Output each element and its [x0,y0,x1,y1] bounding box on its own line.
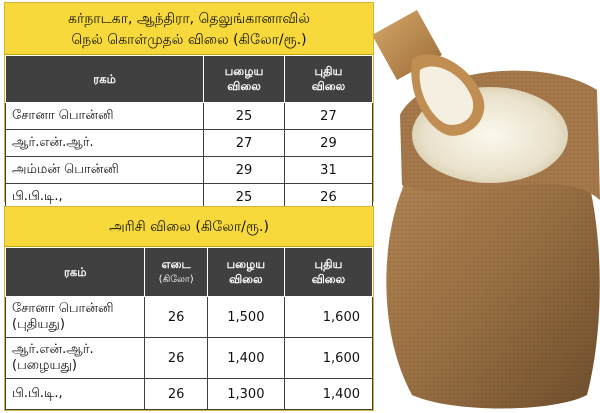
variety-header: ரகம் [4,55,205,103]
old-price-cell: 29 [203,156,285,184]
table-row: பி.பி.டி., 26 1,300 1,400 [4,378,374,410]
new-price-header-l1: புதிய [314,257,343,271]
weight-header: எடை (கிலோ) [144,247,208,297]
table-row: அம்மன் பொன்னி 29 31 [4,156,374,184]
variety-cell: பி.பி.டி., [4,378,146,410]
paddy-price-table: ரகம் பழைய விலை புதிய விலை சோனா பொன்னி 25… [4,55,374,211]
new-price-cell: 1,600 [283,296,374,338]
weight-cell: 26 [144,337,208,379]
table-row: ஆர்.என்.ஆர். (பழையது) 26 1,400 1,600 [4,337,374,379]
old-price-header: பழைய விலை [203,55,285,103]
new-price-header-l2: விலை [311,272,346,286]
new-price-cell: 31 [283,156,374,184]
paddy-header-row: ரகம் பழைய விலை புதிய விலை [4,55,374,103]
old-price-cell: 1,400 [206,337,285,379]
table-row: சோனா பொன்னி (புதியது) 26 1,500 1,600 [4,296,374,338]
old-price-header: பழைய விலை [206,247,285,297]
weight-header-l2: (கிலோ) [158,274,194,285]
variety-line1: சோனா பொன்னி [12,301,114,316]
rice-price-panel: அரிசி விலை (கிலோ/ரூ.) ரகம் எடை (கிலோ) பழ… [4,206,374,411]
new-price-header-l2: விலை [311,79,346,93]
rice-sack-illustration [372,10,600,409]
old-price-cell: 25 [203,102,285,130]
new-price-cell: 29 [283,129,374,157]
old-price-cell: 1,300 [206,378,285,410]
weight-cell: 26 [144,378,208,410]
variety-line1: ஆர்.என்.ஆர். [12,342,94,357]
variety-header: ரகம் [4,247,146,297]
rice-price-title: அரிசி விலை (கிலோ/ரூ.) [5,207,373,247]
new-price-header-l1: புதிய [314,64,343,78]
old-price-header-l1: பழைய [226,257,266,271]
new-price-header: புதிய விலை [283,55,374,103]
new-price-cell: 1,400 [283,378,374,410]
table-row: ஆர்.என்.ஆர். 27 29 [4,129,374,157]
old-price-cell: 27 [203,129,285,157]
variety-line2: (புதியது) [12,317,65,332]
paddy-title-line1: கர்நாடகா, ஆந்திரா, தெலுங்கானாவில் [68,11,310,27]
weight-header-l1: எடை [161,257,191,271]
new-price-cell: 1,600 [283,337,374,379]
old-price-cell: 1,500 [206,296,285,338]
variety-cell: அம்மன் பொன்னி [4,156,205,184]
paddy-price-title: கர்நாடகா, ஆந்திரா, தெலுங்கானாவில் நெல் க… [5,3,373,55]
rice-sack-photo [372,0,600,413]
weight-cell: 26 [144,296,208,338]
old-price-header-l2: விலை [227,79,261,93]
paddy-title-line2: நெல் கொள்முதல் விலை (கிலோ/ரூ.) [71,32,307,48]
table-row: சோனா பொன்னி 25 27 [4,102,374,130]
old-price-header-l2: விலை [229,272,263,286]
variety-cell: சோனா பொன்னி [4,102,205,130]
variety-cell: ஆர்.என்.ஆர். [4,129,205,157]
rice-price-table: ரகம் எடை (கிலோ) பழைய விலை புதிய விலை சோன… [4,247,374,410]
paddy-price-panel: கர்நாடகா, ஆந்திரா, தெலுங்கானாவில் நெல் க… [4,2,374,211]
new-price-cell: 27 [283,102,374,130]
variety-cell: சோனா பொன்னி (புதியது) [4,296,146,338]
new-price-header: புதிய விலை [283,247,374,297]
variety-cell: ஆர்.என்.ஆர். (பழையது) [4,337,146,379]
variety-line2: (பழையது) [12,358,77,373]
old-price-header-l1: பழைய [224,64,264,78]
rice-header-row: ரகம் எடை (கிலோ) பழைய விலை புதிய விலை [4,247,374,297]
